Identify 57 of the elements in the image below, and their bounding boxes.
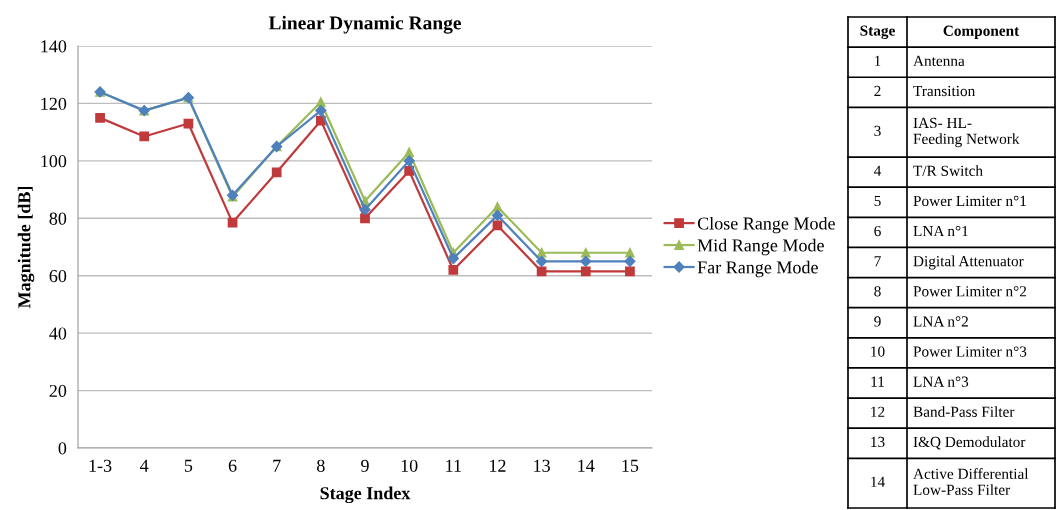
text: IAS- HL- Feeding Network — [913, 117, 1020, 148]
x-tick-label: 9 — [361, 459, 369, 472]
y-tick-label: 40 — [49, 327, 67, 340]
text: Active Differential Low-Pass Filter — [913, 468, 1029, 495]
text: 11 — [871, 376, 884, 387]
text: LNA n°1 — [913, 225, 968, 237]
text: Power Limiter n°1 — [913, 195, 1026, 207]
y-tick-label: 0 — [58, 442, 67, 455]
legend-label: Far Range Mode — [697, 260, 818, 278]
x-tick-label: 7 — [273, 459, 281, 472]
text: Power Limiter n°3 — [913, 346, 1027, 357]
text: 6 — [874, 225, 881, 237]
x-tick-label: 12 — [490, 459, 506, 472]
y-tick-label: 140 — [41, 40, 67, 53]
text: 1 — [875, 55, 881, 66]
text: 9 — [874, 316, 881, 327]
text: T/R Switch — [913, 165, 983, 176]
text: Component — [943, 25, 1020, 39]
text: Digital Attenuator — [913, 255, 1024, 270]
text: 5 — [874, 195, 881, 207]
text: 8 — [874, 286, 881, 297]
text: LNA n°3 — [913, 376, 969, 387]
text: LNA n°2 — [913, 316, 968, 327]
text: Band-Pass Filter — [913, 406, 1015, 417]
text: Stage — [860, 25, 895, 39]
text: 4 — [873, 165, 882, 176]
x-tick-label: 13 — [534, 459, 550, 472]
x-tick-label: 5 — [184, 459, 193, 472]
x-axis-title: Stage Index — [320, 486, 411, 504]
chart-title: Linear Dynamic Range — [268, 15, 461, 34]
text: 12 — [871, 406, 885, 417]
y-axis-title: Magnitude [dB] — [17, 186, 35, 309]
x-tick-label: 10 — [401, 459, 418, 472]
x-tick-label: 15 — [622, 459, 639, 472]
text: Antenna — [913, 55, 965, 67]
x-tick-label: 1-3 — [89, 459, 112, 472]
text: Transition — [913, 85, 976, 97]
x-tick-label: 4 — [140, 459, 149, 472]
y-tick-label: 100 — [41, 155, 67, 168]
text: I&Q Demodulator — [913, 436, 1026, 450]
x-tick-label: 11 — [446, 459, 461, 472]
y-tick-label: 80 — [49, 212, 67, 225]
x-tick-label: 8 — [317, 459, 325, 472]
text: 13 — [871, 436, 885, 448]
y-tick-label: 20 — [49, 384, 67, 398]
text: 14 — [871, 476, 885, 487]
legend-label: Close Range Mode — [697, 216, 835, 234]
text: 2 — [874, 85, 881, 96]
x-tick-label: 14 — [578, 459, 595, 472]
legend-label: Mid Range Mode — [697, 238, 824, 256]
text: 3 — [874, 125, 881, 137]
x-tick-label: 6 — [228, 459, 237, 472]
text: 7 — [874, 256, 881, 267]
y-tick-label: 60 — [49, 269, 67, 283]
text: 10 — [871, 346, 885, 357]
y-tick-label: 120 — [41, 97, 67, 110]
text: Power Limiter n°2 — [913, 286, 1027, 297]
